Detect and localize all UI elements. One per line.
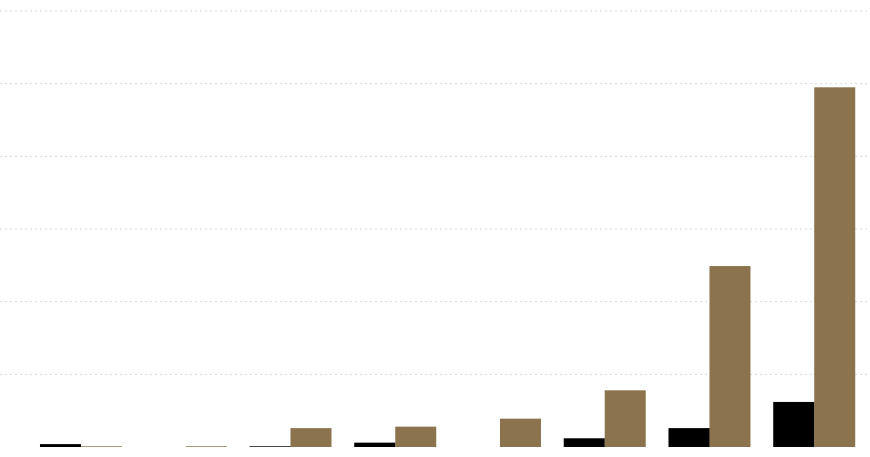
bar — [814, 87, 856, 448]
bar — [395, 426, 437, 447]
bar — [563, 438, 605, 447]
bar — [39, 444, 81, 447]
bar — [249, 446, 291, 447]
bar — [80, 446, 122, 447]
bar — [185, 446, 227, 447]
bar — [668, 428, 710, 447]
bar — [773, 401, 815, 447]
bar — [709, 266, 751, 447]
bar — [354, 442, 396, 447]
bar — [604, 390, 646, 447]
bar — [499, 418, 541, 447]
bar — [290, 428, 332, 447]
